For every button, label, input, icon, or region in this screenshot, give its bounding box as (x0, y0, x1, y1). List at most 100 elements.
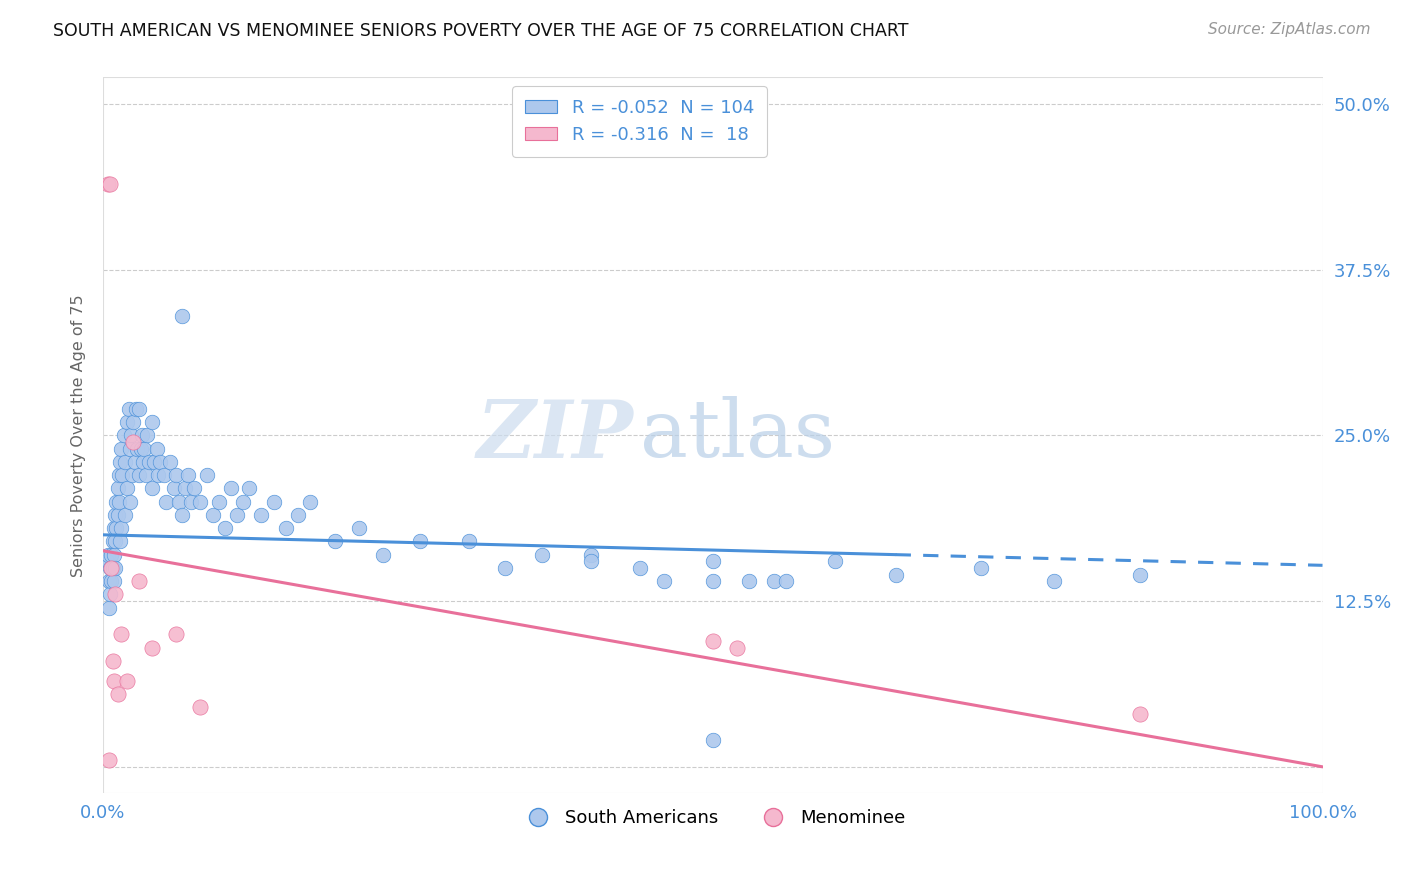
Point (110, 442, 132, 456)
Point (494, 561, 516, 575)
Point (103, 521, 125, 535)
Point (970, 561, 993, 575)
Point (100, 561, 122, 575)
Point (180, 494, 202, 508)
Text: atlas: atlas (640, 396, 835, 475)
Point (167, 494, 190, 508)
Point (232, 494, 254, 508)
Point (208, 494, 231, 508)
Point (125, 401, 148, 416)
Point (347, 521, 370, 535)
Point (143, 455, 166, 469)
Point (145, 442, 167, 456)
Point (702, 574, 724, 589)
Point (530, 548, 553, 562)
Point (579, 554, 602, 568)
Point (104, 534, 127, 549)
Point (110, 627, 132, 641)
Point (457, 534, 479, 549)
Point (98, 753, 121, 767)
Point (105, 494, 128, 508)
Point (101, 654, 124, 668)
Point (101, 561, 124, 575)
Point (100, 548, 122, 562)
Point (775, 574, 797, 589)
Point (250, 508, 273, 522)
Point (104, 561, 127, 575)
Point (100, 574, 122, 589)
Point (702, 733, 724, 747)
Point (117, 415, 139, 429)
Point (824, 554, 846, 568)
Point (141, 640, 163, 655)
Point (108, 455, 131, 469)
Point (114, 455, 136, 469)
Point (195, 468, 218, 483)
Point (107, 482, 129, 496)
Point (104, 587, 127, 601)
Point (135, 428, 157, 442)
Point (1129, 706, 1152, 721)
Point (114, 508, 136, 522)
Point (163, 482, 186, 496)
Point (884, 567, 907, 582)
Point (183, 482, 205, 496)
Point (103, 673, 125, 688)
Point (96, 554, 118, 568)
Point (107, 687, 129, 701)
Point (98, 600, 121, 615)
Point (165, 627, 187, 641)
Point (107, 468, 129, 483)
Point (725, 640, 748, 655)
Point (738, 574, 761, 589)
Text: SOUTH AMERICAN VS MENOMINEE SENIORS POVERTY OVER THE AGE OF 75 CORRELATION CHART: SOUTH AMERICAN VS MENOMINEE SENIORS POVE… (53, 22, 908, 40)
Point (122, 435, 145, 450)
Point (107, 494, 129, 508)
Point (104, 508, 127, 522)
Point (1043, 574, 1066, 589)
Point (134, 442, 156, 456)
Point (149, 455, 172, 469)
Point (120, 428, 142, 442)
Point (124, 455, 146, 469)
Text: Source: ZipAtlas.com: Source: ZipAtlas.com (1208, 22, 1371, 37)
Y-axis label: Seniors Poverty Over the Age of 75: Seniors Poverty Over the Age of 75 (72, 294, 86, 577)
Point (173, 482, 195, 496)
Point (287, 508, 309, 522)
Point (172, 508, 194, 522)
Point (98, 587, 121, 601)
Legend: South Americans, Menominee: South Americans, Menominee (513, 802, 912, 834)
Point (121, 468, 143, 483)
Point (201, 508, 224, 522)
Point (105, 521, 128, 535)
Point (299, 494, 322, 508)
Point (323, 534, 346, 549)
Point (141, 415, 163, 429)
Point (579, 548, 602, 562)
Point (129, 442, 152, 456)
Point (226, 508, 249, 522)
Point (128, 401, 150, 416)
Point (98, 574, 121, 589)
Point (111, 468, 134, 483)
Point (652, 574, 675, 589)
Point (125, 442, 148, 456)
Text: ZIP: ZIP (477, 397, 634, 475)
Point (177, 468, 200, 483)
Point (219, 482, 242, 496)
Point (141, 482, 163, 496)
Point (172, 309, 194, 323)
Point (153, 468, 176, 483)
Point (214, 521, 236, 535)
Point (702, 633, 724, 648)
Point (146, 468, 169, 483)
Point (98, 561, 121, 575)
Point (107, 508, 129, 522)
Point (138, 455, 160, 469)
Point (117, 673, 139, 688)
Point (409, 534, 432, 549)
Point (762, 574, 785, 589)
Point (118, 442, 141, 456)
Point (110, 521, 132, 535)
Point (118, 494, 141, 508)
